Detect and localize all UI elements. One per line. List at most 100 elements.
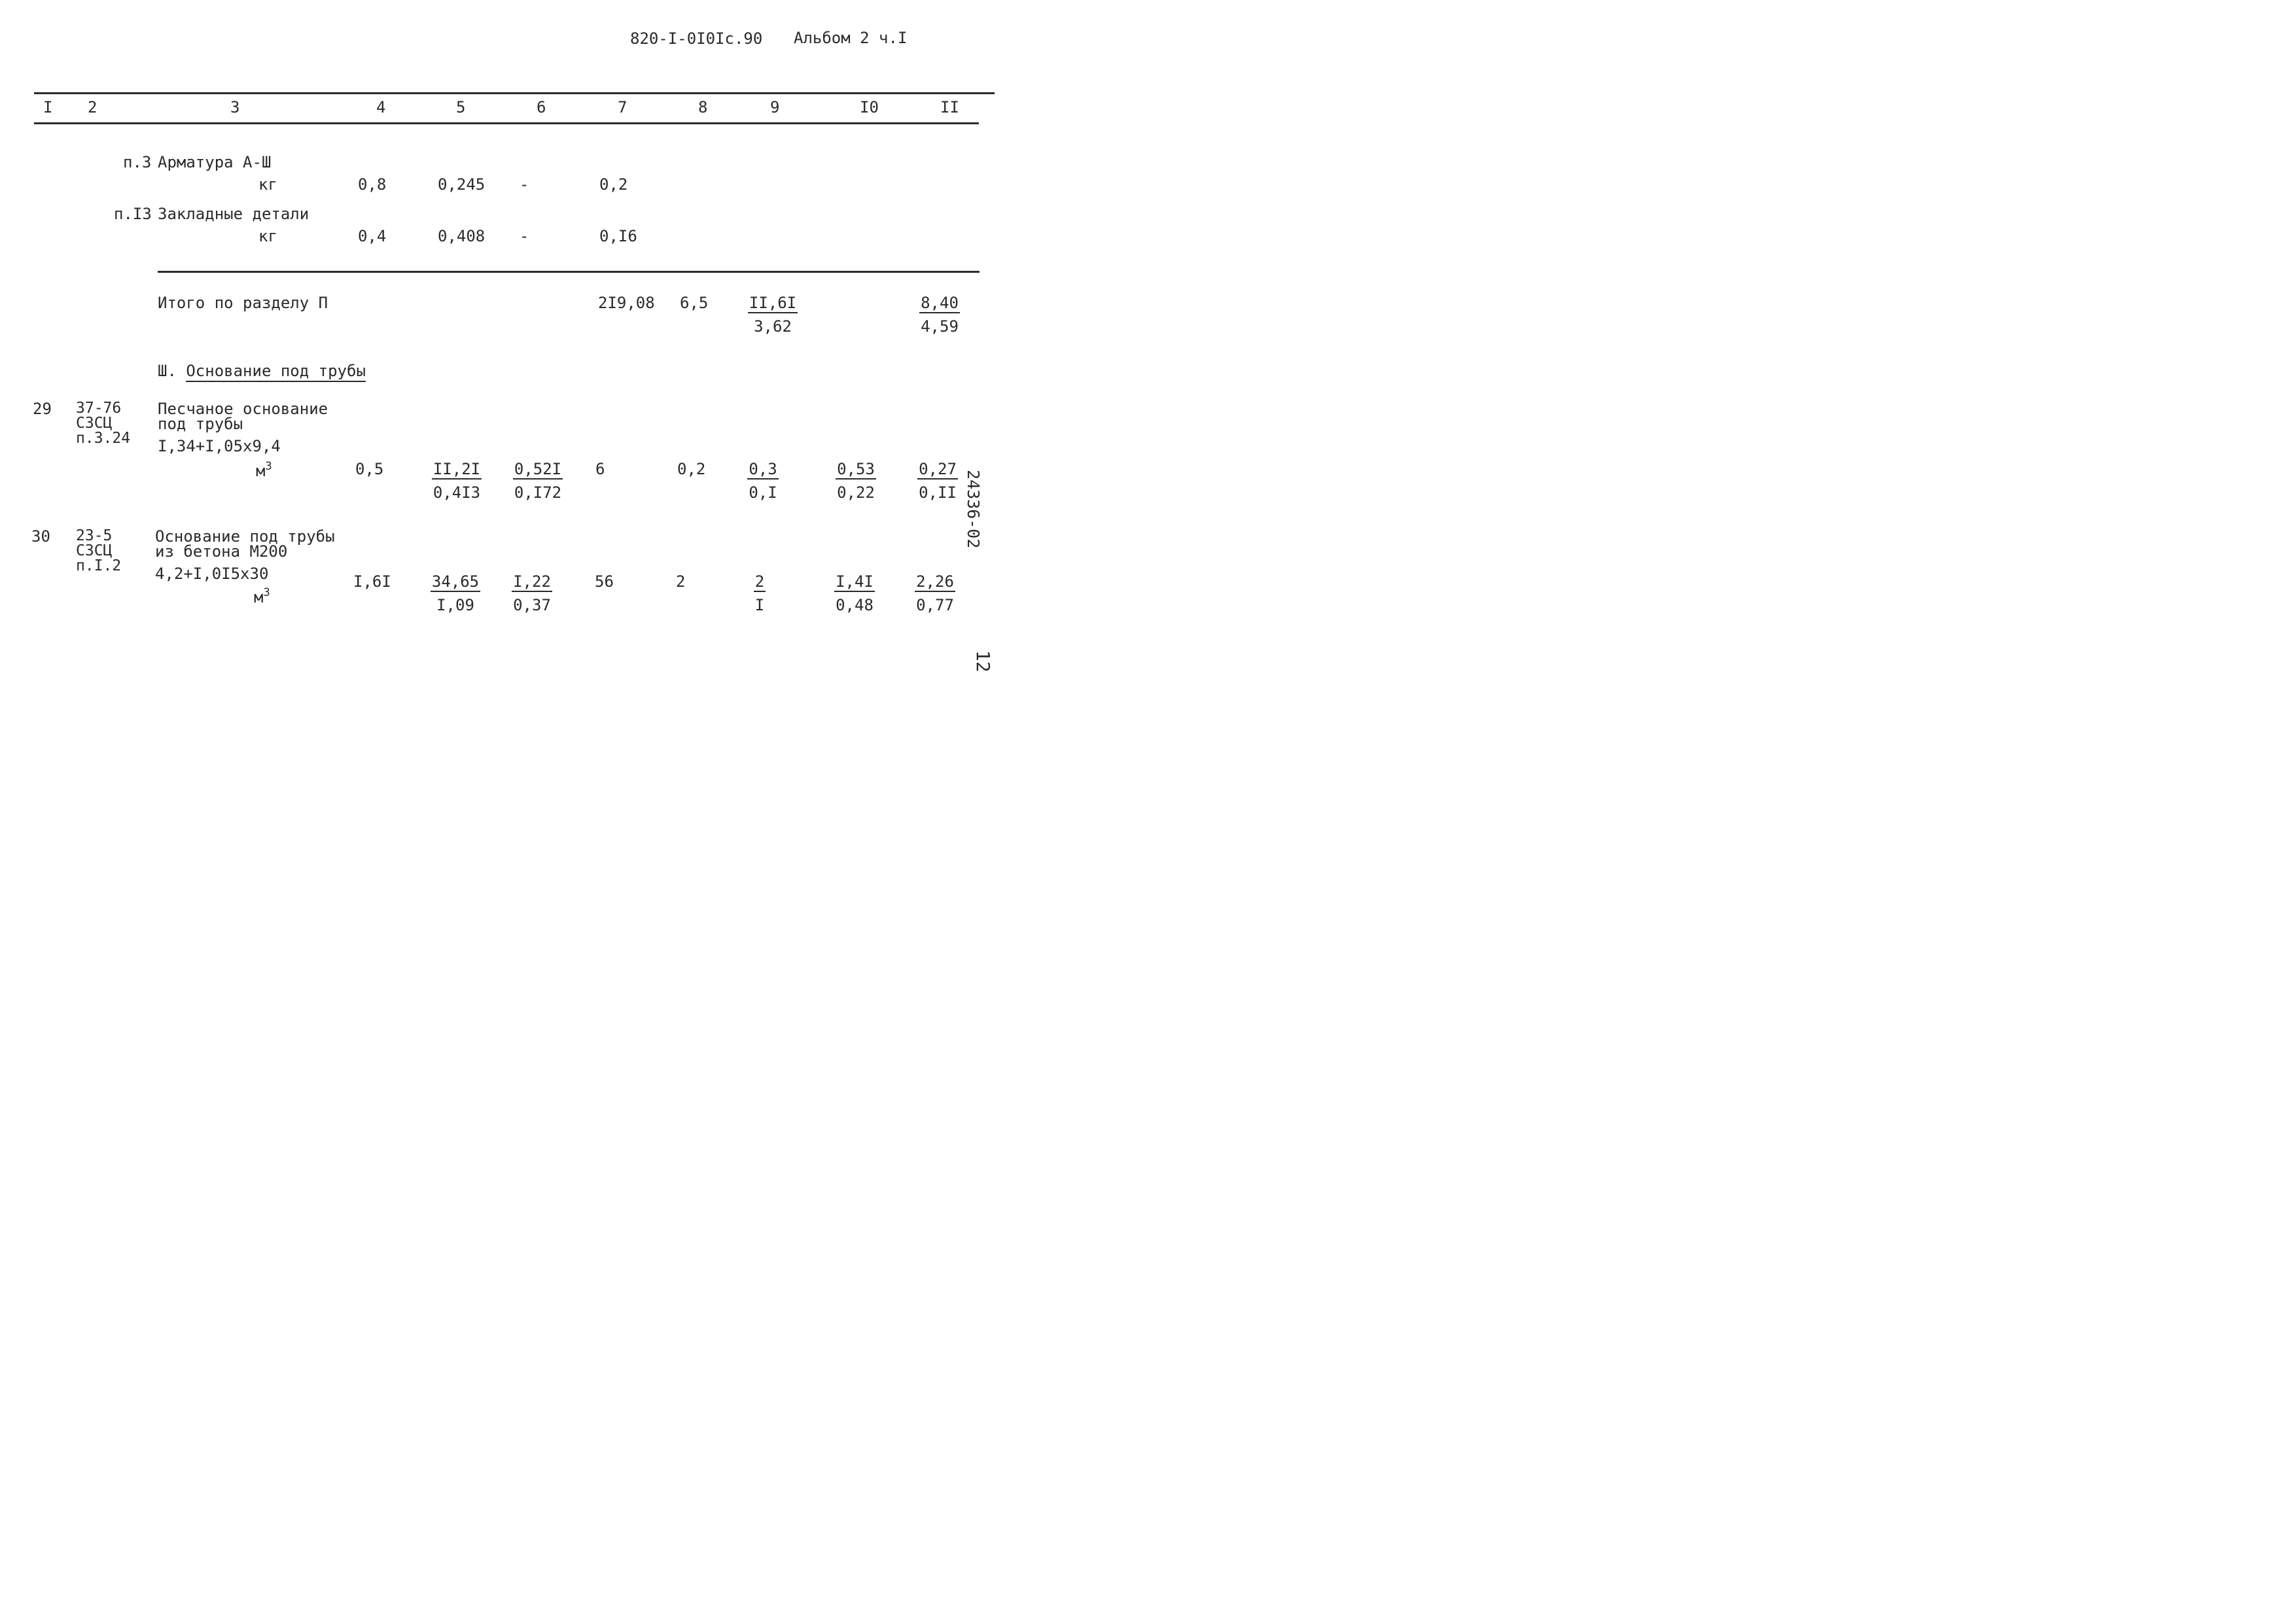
item-ref: п.3 [123,153,152,171]
document-code: 820-I-0I0Ic.90 [630,29,763,48]
row-col11: 0,27 0,II [898,461,977,500]
row-code-line: п.I.2 [76,557,122,574]
fraction-numerator: 2 [753,572,766,592]
col-header-11: II [940,98,959,116]
fraction-denominator: 0,37 [513,596,551,614]
row-col11: 2,26 0,77 [896,574,974,613]
item-col7: 0,2 [599,175,628,194]
album-label: Альбом 2 ч.I [794,29,908,47]
fraction-denominator: I,09 [436,596,474,614]
row-col5: II,2I 0,4I3 [417,461,496,500]
unit-exponent: 3 [263,586,270,599]
row-col7: 6 [595,460,605,478]
row-col7: 56 [595,572,614,591]
table-header-bottom-rule [34,122,979,124]
row-col10: I,4I 0,48 [815,574,894,613]
row-code-line: СЗСЦ [76,415,113,432]
row-col8: 2 [676,572,686,591]
fraction-denominator: 0,4I3 [433,483,481,502]
fraction-denominator: 0,77 [916,596,954,614]
row-code-line: СЗСЦ [76,542,113,559]
section-number: Ш. [158,362,177,380]
item-name: Арматура А-Ш [158,153,272,171]
row-col6: I,22 0,37 [493,574,571,613]
fraction-numerator: 0,27 [917,460,958,480]
fraction-denominator: I [754,596,765,614]
row-col9: 2 I [720,574,799,613]
unit-symbol: м [256,462,266,480]
section-total-col9: II,6I 3,62 [733,295,812,334]
item-ref: п.I3 [114,205,152,223]
fraction-numerator: II,2I [431,460,482,480]
fraction-numerator: II,6I [747,294,798,313]
row-unit: м3 [254,586,270,606]
row-name-line: под трубы [158,415,243,433]
row-col4: 0,5 [355,460,384,478]
item-col6: - [520,227,529,245]
row-col5: 34,65 I,09 [416,574,495,613]
item-col5: 0,245 [438,175,486,194]
fraction-numerator: 0,53 [836,460,876,480]
row-code-line: п.3.24 [76,430,131,447]
fraction-numerator: I,22 [512,572,552,592]
fraction-numerator: 0,3 [747,460,779,480]
row-name-line: из бетона М200 [155,542,288,561]
unit-exponent: 3 [265,460,272,473]
fraction-denominator: 3,62 [754,317,792,336]
row-number: 30 [31,527,50,546]
row-code-line: 23-5 [76,527,113,544]
section-total-col11: 8,40 4,59 [900,295,979,334]
col-header-8: 8 [698,98,708,116]
section-total-label: Итого по разделу П [158,294,328,312]
fraction-numerator: 0,52I [512,460,563,480]
fraction-denominator: 0,I [749,483,777,502]
fraction-denominator: 0,22 [837,483,875,502]
row-formula: I,34+I,05x9,4 [158,437,281,455]
item-unit: кг [258,175,277,194]
row-col8: 0,2 [677,460,706,478]
fraction-denominator: 0,48 [836,596,874,614]
unit-symbol: м [254,588,264,606]
section-total-col7: 2I9,08 [598,294,655,312]
section-total-rule [158,271,980,273]
fraction-numerator: 34,65 [430,572,481,592]
col-header-7: 7 [618,98,627,116]
item-col6: - [520,175,529,194]
item-col7: 0,I6 [599,227,637,245]
row-code-line: 37-76 [76,400,122,417]
row-formula: 4,2+I,0I5x30 [155,565,269,583]
item-col4: 0,8 [358,175,387,194]
row-number: 29 [33,400,52,418]
row-name-line: Основание под трубы [155,527,335,546]
row-col9: 0,3 0,I [724,461,802,500]
col-header-1: I [43,98,53,116]
item-unit: кг [258,227,277,245]
row-col4: I,6I [353,572,391,591]
col-header-4: 4 [376,98,386,116]
fraction-numerator: I,4I [834,572,875,592]
inventory-number: 24336-02 [964,470,983,549]
col-header-3: 3 [230,98,240,116]
col-header-9: 9 [770,98,780,116]
col-header-2: 2 [88,98,97,116]
section-total-col8: 6,5 [680,294,709,312]
fraction-denominator: 0,II [919,483,957,502]
fraction-denominator: 0,I72 [514,483,562,502]
section-title: Основание под трубы [186,362,366,382]
fraction-numerator: 2,26 [915,572,955,592]
row-col10: 0,53 0,22 [817,461,895,500]
row-col6: 0,52I 0,I72 [499,461,577,500]
page-number: 12 [972,650,994,672]
item-col4: 0,4 [358,227,387,245]
fraction-denominator: 4,59 [921,317,959,336]
item-col5: 0,408 [438,227,486,245]
col-header-10: I0 [860,98,879,116]
col-header-6: 6 [537,98,546,116]
row-unit: м3 [256,460,272,480]
row-name-line: Песчаное основание [158,400,328,418]
col-header-5: 5 [456,98,466,116]
item-name: Закладные детали [158,205,309,223]
section-heading: Ш. Основание под трубы [158,362,366,382]
fraction-numerator: 8,40 [919,294,960,313]
table-top-rule [34,92,995,94]
